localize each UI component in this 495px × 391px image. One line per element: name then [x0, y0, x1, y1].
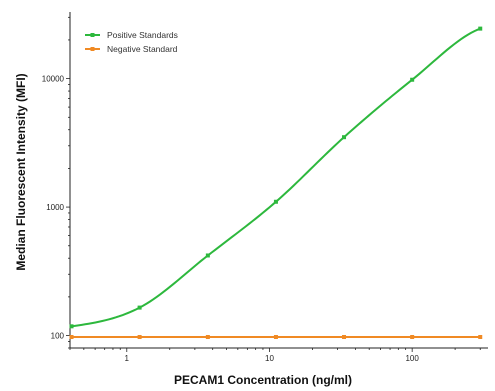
- positive-standards-point: [273, 199, 278, 204]
- legend: Positive Standards Negative Standard: [85, 30, 178, 54]
- y-ticks: 100 1000 10000: [42, 16, 70, 349]
- negative-standard-point: [205, 335, 210, 339]
- x-tick-label: 100: [405, 354, 419, 363]
- negative-standard-point: [410, 335, 415, 339]
- negative-standard-point: [342, 335, 347, 339]
- negative-standard-point: [137, 335, 142, 339]
- positive-standards-curve: [71, 27, 482, 328]
- legend-swatch-positive-marker: [90, 33, 95, 37]
- legend-swatch-negative-marker: [90, 47, 95, 51]
- positive-standards-point: [69, 324, 74, 329]
- negative-standard-point: [273, 335, 278, 339]
- legend-item-negative: Negative Standard: [85, 44, 178, 54]
- x-ticks: 1 10 100: [69, 348, 481, 363]
- negative-standard-point: [69, 335, 74, 339]
- y-tick-label: 10000: [42, 75, 65, 84]
- y-axis-title: Median Fluorescent Intensity (MFI): [14, 73, 28, 270]
- positive-standards-point: [342, 135, 347, 140]
- y-tick-label: 100: [51, 332, 65, 341]
- plot-area: 1 10 100 100 1000 10000: [42, 12, 488, 363]
- x-tick-label: 10: [265, 354, 274, 363]
- y-tick-label: 1000: [46, 203, 64, 212]
- positive-standards-point: [410, 77, 415, 82]
- legend-item-positive: Positive Standards: [85, 30, 178, 40]
- x-axis-title: PECAM1 Concentration (ng/ml): [174, 373, 352, 387]
- positive-standards-point: [205, 253, 210, 258]
- positive-standards-point: [137, 305, 142, 310]
- negative-standard-point: [478, 335, 483, 339]
- positive-standards-point: [478, 26, 483, 31]
- legend-label-negative: Negative Standard: [107, 44, 178, 54]
- series-layer: [69, 26, 483, 339]
- x-tick-label: 1: [125, 354, 130, 363]
- legend-label-positive: Positive Standards: [107, 30, 178, 40]
